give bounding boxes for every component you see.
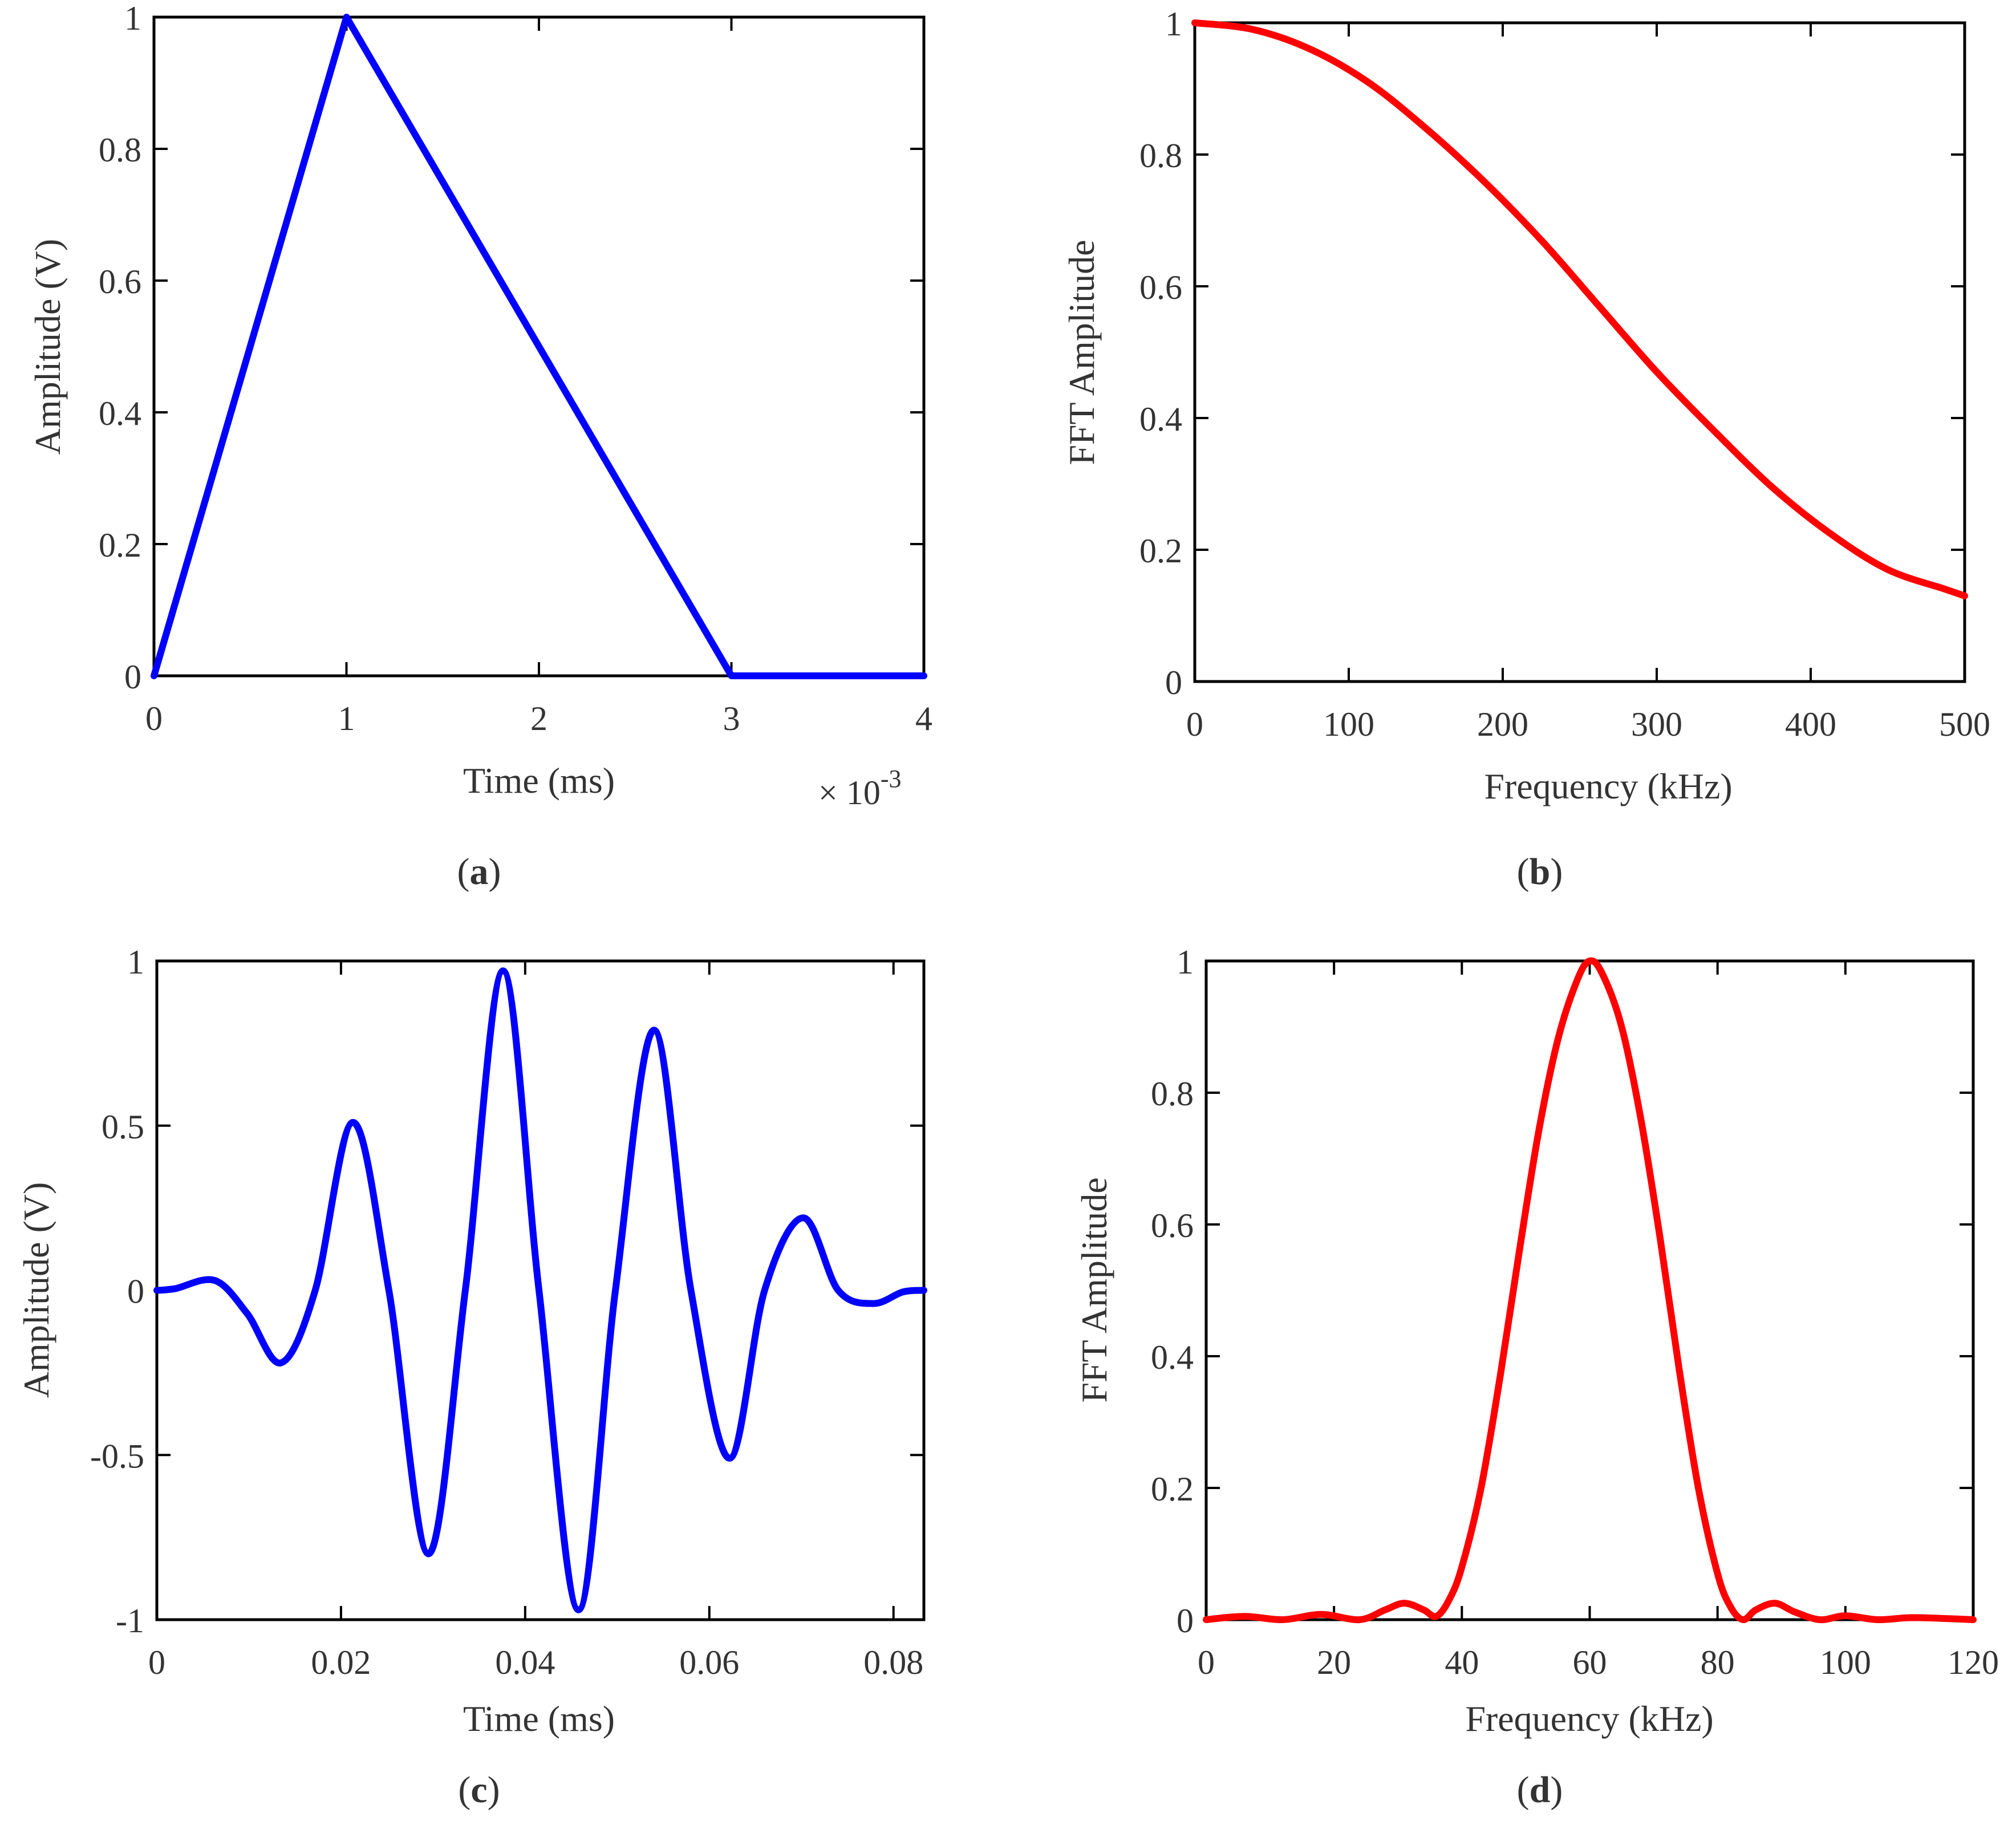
y-tick-label-b-0: 0 (1165, 664, 1182, 701)
x-tick-label-c-2: 0.04 (495, 1644, 555, 1681)
x-tick-label-a-3: 3 (723, 700, 740, 737)
panel-label-c: (c) (458, 1769, 500, 1811)
y-tick-label-a-1: 0.2 (99, 526, 141, 564)
y-tick-label-c-1: -0.5 (90, 1437, 144, 1475)
x-multiplier-a: × 10-3 (818, 765, 902, 812)
y-tick-label-b-2: 0.4 (1139, 400, 1182, 438)
data-line-b (1191, 19, 1968, 599)
panel-label-a: (a) (457, 851, 501, 893)
y-tick-label-a-5: 1 (124, 0, 141, 37)
y-tick-label-c-2: 0 (127, 1273, 144, 1311)
y-tick-label-a-3: 0.6 (99, 263, 141, 301)
panel-label-b: (b) (1517, 851, 1563, 893)
ticks-d (1205, 960, 1974, 1621)
y-tick-label-b-3: 0.6 (1139, 269, 1182, 306)
x-tick-label-a-1: 1 (338, 700, 355, 737)
x-tick-label-d-5: 100 (1820, 1644, 1871, 1681)
x-tick-label-d-1: 20 (1317, 1644, 1351, 1681)
x-axis-label-a: Time (ms) (463, 760, 615, 801)
x-multiplier-exp-a: -3 (881, 765, 902, 793)
x-multiplier-base-a: × 10 (818, 774, 881, 812)
panel-label-d: (d) (1517, 1769, 1563, 1811)
panel-a: 0 1 2 3 4 0 0.2 0.4 0.6 0.8 1 Time (ms) Amplitude… (27, 0, 932, 893)
x-tick-label-b-2: 200 (1477, 705, 1528, 743)
y-axis-label-d: FFT Amplitude (1074, 1177, 1114, 1402)
y-axis-label-c: Amplitude (V) (16, 1182, 56, 1398)
plot-frame-d (1204, 959, 1975, 1621)
x-tick-label-d-2: 40 (1445, 1644, 1479, 1681)
y-axis-label-b: FFT Amplitude (1061, 240, 1102, 465)
y-tick-label-c-4: 1 (127, 943, 144, 981)
y-tick-label-c-0: -1 (116, 1602, 144, 1640)
data-line-a (151, 14, 927, 679)
y-tick-label-a-4: 0.8 (99, 131, 141, 169)
panel-b: 0 100 200 300 400 500 0 0.2 0.4 0.6 0.8 1 Frequenc… (1061, 5, 1990, 893)
y-tick-label-d-5: 1 (1177, 943, 1194, 981)
panel-c: 0 0.02 0.04 0.06 0.08 -1-0.500.51 Time (ms) … (16, 943, 927, 1811)
x-tick-label-c-4: 0.08 (863, 1644, 923, 1681)
y-tick-labels-b: 0 0.2 0.4 0.6 0.8 1 (1139, 5, 1182, 701)
data-line-c (153, 967, 927, 1613)
y-tick-labels-d: 0 0.2 0.4 0.6 0.8 1 (1151, 943, 1194, 1640)
panel-label-b-letter: b (1530, 851, 1551, 893)
y-axis-label-a: Amplitude (V) (27, 239, 68, 455)
ticks-b (1194, 22, 1966, 683)
x-tick-label-d-0: 0 (1198, 1644, 1215, 1681)
x-tick-label-d-4: 80 (1701, 1644, 1735, 1681)
x-tick-label-d-3: 60 (1573, 1644, 1607, 1681)
x-tick-label-b-3: 300 (1631, 705, 1682, 743)
data-line-d (1203, 957, 1977, 1624)
x-tick-label-c-1: 0.02 (311, 1644, 371, 1681)
x-tick-label-c-3: 0.06 (679, 1644, 739, 1681)
x-tick-labels-c: 0 0.02 0.04 0.06 0.08 (148, 1644, 923, 1681)
y-tick-label-d-3: 0.6 (1151, 1207, 1194, 1244)
x-tick-label-b-5: 500 (1939, 705, 1990, 743)
panel-label-a-letter: a (470, 851, 489, 893)
y-tick-label-a-0: 0 (124, 658, 141, 696)
x-tick-label-b-0: 0 (1186, 705, 1203, 743)
y-tick-label-d-4: 0.8 (1151, 1075, 1194, 1113)
y-tick-label-d-0: 0 (1177, 1602, 1194, 1640)
x-tick-label-b-4: 400 (1785, 705, 1836, 743)
plot-frame-b (1193, 21, 1966, 683)
x-axis-label-d: Frequency (kHz) (1465, 1698, 1713, 1739)
x-tick-labels-a: 0 1 2 3 4 (145, 700, 932, 737)
x-tick-label-a-4: 4 (915, 700, 932, 737)
y-tick-label-b-5: 1 (1165, 5, 1182, 43)
x-axis-label-c: Time (ms) (463, 1698, 615, 1739)
x-tick-labels-b: 0 100 200 300 400 500 (1186, 705, 1990, 743)
panel-d: 0 20 40 60 80 100 120 0 0.2 0.4 0.6 0.8 1 Frequency… (1074, 943, 1999, 1811)
y-tick-label-c-3: 0.5 (102, 1108, 144, 1146)
x-tick-label-b-1: 100 (1323, 705, 1374, 743)
x-tick-label-a-0: 0 (145, 700, 163, 737)
y-tick-label-d-2: 0.4 (1151, 1339, 1194, 1376)
y-tick-labels-a: 0 0.2 0.4 0.6 0.8 1 (99, 0, 141, 696)
panel-label-d-letter: d (1530, 1769, 1551, 1811)
y-tick-label-b-1: 0.2 (1139, 532, 1182, 570)
x-tick-label-c-0: 0 (148, 1644, 165, 1681)
y-tick-labels-c: -1 -0.5 0 0.5 1 (90, 943, 144, 1640)
y-tick-label-b-4: 0.8 (1139, 137, 1182, 175)
x-tick-label-d-6: 120 (1948, 1644, 1999, 1681)
panel-label-c-letter: c (470, 1769, 487, 1811)
x-tick-labels-d: 0 20 40 60 80 100 120 (1198, 1644, 1999, 1681)
y-tick-label-a-2: 0.4 (99, 395, 141, 432)
x-axis-label-b: Frequency (kHz) (1484, 766, 1732, 806)
x-tick-label-a-2: 2 (530, 700, 547, 737)
y-tick-label-d-1: 0.2 (1151, 1470, 1194, 1508)
